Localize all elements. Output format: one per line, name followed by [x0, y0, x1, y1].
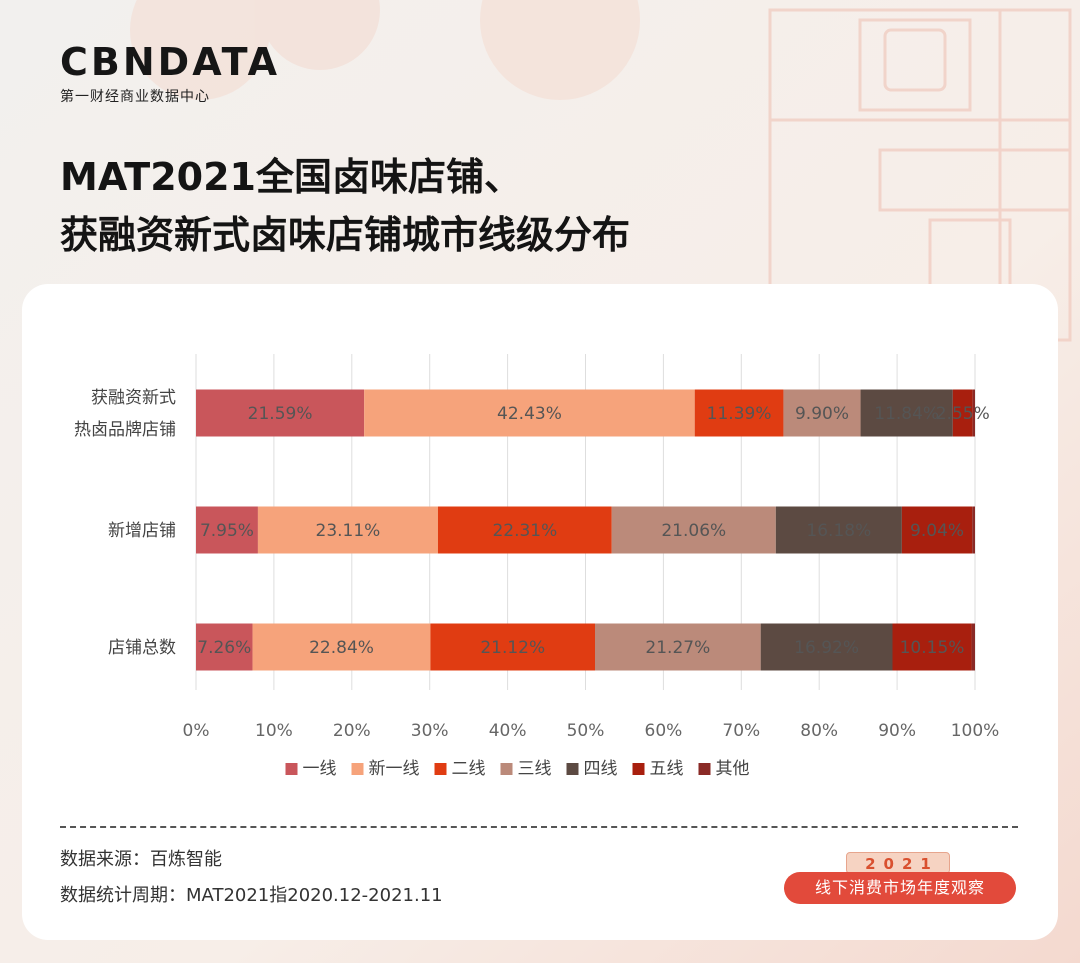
- data-label: 22.31%: [492, 521, 557, 541]
- data-label: 11.84%: [874, 404, 939, 424]
- bar-segment: [971, 623, 975, 671]
- legend-swatch: [351, 763, 364, 775]
- brand-logo: CBNDATA 第一财经商业数据中心: [60, 42, 280, 106]
- data-label: 9.90%: [795, 404, 849, 424]
- legend-swatch: [434, 763, 447, 775]
- x-tick-label: 0%: [183, 721, 210, 741]
- bar-segment: [252, 623, 431, 671]
- x-tick-label: 80%: [800, 721, 838, 741]
- category-label: 新增店铺: [108, 521, 176, 541]
- data-label: 7.95%: [200, 521, 254, 541]
- bar-segment: [364, 389, 695, 437]
- data-period: 数据统计周期：MAT2021指2020.12-2021.11: [60, 885, 443, 906]
- legend-label: 一线: [303, 759, 337, 779]
- title-line-2: 获融资新式卤味店铺城市线级分布: [60, 213, 631, 257]
- data-label: 10.15%: [900, 638, 965, 658]
- bar-segment: [196, 389, 365, 437]
- bar-segment: [430, 623, 596, 671]
- badge-label: 线下消费市场年度观察: [784, 872, 1016, 904]
- bar-segment: [196, 623, 253, 671]
- legend-label: 二线: [452, 759, 486, 779]
- badge-year: 2021: [846, 852, 950, 874]
- footer-divider: [60, 826, 1018, 828]
- legend-swatch: [500, 763, 513, 775]
- data-label: 23.11%: [316, 521, 381, 541]
- legend-swatch: [285, 763, 298, 775]
- x-tick-label: 70%: [722, 721, 760, 741]
- footer: 数据来源：百炼智能 数据统计周期：MAT2021指2020.12-2021.11: [60, 842, 443, 914]
- page-title: MAT2021全国卤味店铺、 获融资新式卤味店铺城市线级分布: [60, 148, 630, 264]
- bar-segment: [972, 389, 975, 437]
- legend-label: 三线: [518, 759, 552, 779]
- bar-segment: [257, 506, 438, 554]
- bar-segment: [611, 506, 776, 554]
- bar-segment: [595, 623, 761, 671]
- bar-segment: [775, 506, 902, 554]
- data-label: 42.43%: [497, 404, 562, 424]
- stacked-bar-chart: 0% 10% 20% 30% 40% 50% 60% 70% 80% 90% 100% 获融资新式热卤…: [74, 354, 1000, 779]
- data-label: 7.26%: [197, 638, 251, 658]
- legend-label: 五线: [650, 759, 684, 779]
- legend-swatch: [566, 763, 579, 775]
- title-line-1: MAT2021全国卤味店铺、: [60, 155, 522, 199]
- data-label: 9.04%: [910, 521, 964, 541]
- data-label: 22.84%: [309, 638, 374, 658]
- x-tick-label: 40%: [489, 721, 527, 741]
- bar-segment: [901, 506, 973, 554]
- category-label: 获融资新式: [91, 388, 176, 408]
- data-label: 21.27%: [645, 638, 710, 658]
- chart-card: 0% 10% 20% 30% 40% 50% 60% 70% 80% 90% 100% 获融资新式热卤…: [22, 284, 1058, 940]
- bar-segment: [860, 389, 953, 437]
- bar-segment: [196, 506, 258, 554]
- bar-segment: [760, 623, 893, 671]
- data-label: 21.06%: [661, 521, 726, 541]
- data-label: 21.12%: [480, 638, 545, 658]
- x-tick-label: 50%: [567, 721, 605, 741]
- brand-name: CBNDATA: [60, 40, 281, 84]
- category-label: 热卤品牌店铺: [74, 420, 176, 440]
- bar-segment: [437, 506, 612, 554]
- data-source: 数据来源：百炼智能: [60, 849, 222, 870]
- x-tick-label: 20%: [333, 721, 371, 741]
- legend-label: 其他: [716, 759, 750, 779]
- bar-segment: [892, 623, 972, 671]
- bar-segment: [694, 389, 784, 437]
- bar-segment: [952, 389, 973, 437]
- legend-label: 四线: [584, 759, 618, 779]
- legend-swatch: [698, 763, 711, 775]
- x-tick-label: 10%: [255, 721, 293, 741]
- legend-swatch: [632, 763, 645, 775]
- data-label: 21.59%: [248, 404, 313, 424]
- category-label: 店铺总数: [108, 638, 176, 658]
- bar-segment: [783, 389, 861, 437]
- brand-subtitle: 第一财经商业数据中心: [60, 89, 210, 105]
- legend-label: 新一线: [369, 759, 420, 779]
- x-tick-label: 100%: [951, 721, 1000, 741]
- data-label: 16.92%: [794, 638, 859, 658]
- data-label: 11.39%: [707, 404, 772, 424]
- annual-badge: 2021 线下消费市场年度观察: [780, 852, 1020, 908]
- data-label: 2.55%: [936, 404, 990, 424]
- x-tick-label: 60%: [645, 721, 683, 741]
- x-tick-label: 30%: [411, 721, 449, 741]
- bar-segment: [972, 506, 975, 554]
- data-label: 16.18%: [806, 521, 871, 541]
- x-tick-label: 90%: [878, 721, 916, 741]
